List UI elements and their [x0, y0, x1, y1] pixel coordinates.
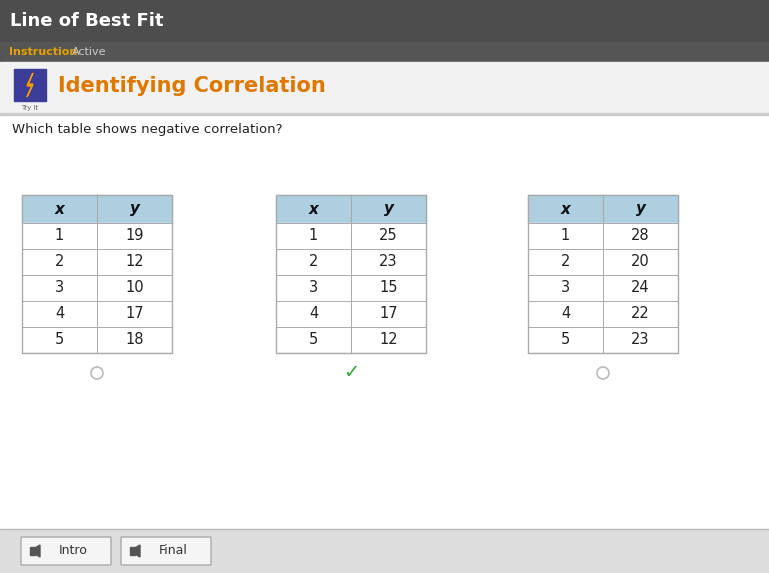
Text: 5: 5 [55, 332, 64, 347]
Text: ✓: ✓ [343, 363, 359, 383]
Text: 4: 4 [55, 307, 64, 321]
Text: 1: 1 [55, 229, 64, 244]
Text: Intro: Intro [58, 544, 88, 558]
Text: x: x [55, 202, 65, 217]
Bar [528, 301, 678, 327]
Polygon shape [135, 545, 140, 557]
Bar [276, 275, 426, 301]
Bar [528, 223, 678, 249]
Text: Instruction: Instruction [9, 47, 77, 57]
Polygon shape [30, 547, 35, 555]
Text: 12: 12 [125, 254, 144, 269]
Text: 2: 2 [561, 254, 570, 269]
Text: x: x [561, 202, 571, 217]
Text: Try It: Try It [22, 105, 38, 111]
Text: 10: 10 [125, 281, 144, 296]
Text: 23: 23 [379, 254, 398, 269]
Text: 5: 5 [309, 332, 318, 347]
Text: 17: 17 [125, 307, 144, 321]
Bar [276, 301, 426, 327]
Text: 20: 20 [631, 254, 650, 269]
Bar [14, 69, 46, 101]
Text: 3: 3 [561, 281, 570, 296]
Bar [528, 195, 678, 353]
Text: Final: Final [158, 544, 188, 558]
Text: Line of Best Fit: Line of Best Fit [10, 12, 164, 30]
Polygon shape [35, 545, 40, 557]
Bar [22, 223, 172, 249]
Bar [276, 223, 426, 249]
Text: 1: 1 [309, 229, 318, 244]
Bar [22, 195, 172, 353]
Text: 1: 1 [561, 229, 570, 244]
Polygon shape [130, 547, 135, 555]
Bar [0, 42, 769, 62]
Text: y: y [129, 202, 139, 217]
Text: 3: 3 [309, 281, 318, 296]
Text: 2: 2 [309, 254, 318, 269]
Polygon shape [27, 73, 33, 97]
Bar [276, 195, 426, 223]
Text: Identifying Correlation: Identifying Correlation [58, 76, 326, 96]
Bar [0, 114, 769, 573]
Text: 4: 4 [561, 307, 570, 321]
Bar [22, 249, 172, 275]
Text: 28: 28 [631, 229, 650, 244]
Text: y: y [384, 202, 394, 217]
Text: 23: 23 [631, 332, 650, 347]
Text: 18: 18 [125, 332, 144, 347]
Bar [0, 113, 769, 115]
Text: 15: 15 [379, 281, 398, 296]
Text: 2: 2 [55, 254, 64, 269]
Text: 5: 5 [561, 332, 570, 347]
Bar [22, 327, 172, 353]
Bar [276, 327, 426, 353]
Bar [276, 249, 426, 275]
Text: 17: 17 [379, 307, 398, 321]
Circle shape [91, 367, 103, 379]
Text: 12: 12 [379, 332, 398, 347]
Text: 19: 19 [125, 229, 144, 244]
Text: 24: 24 [631, 281, 650, 296]
Text: Which table shows negative correlation?: Which table shows negative correlation? [12, 124, 282, 136]
Bar [0, 62, 769, 114]
Text: 4: 4 [309, 307, 318, 321]
Text: x: x [308, 202, 318, 217]
Bar [0, 529, 769, 573]
Bar [276, 195, 426, 353]
Text: 3: 3 [55, 281, 64, 296]
Bar [528, 275, 678, 301]
Bar [22, 275, 172, 301]
FancyBboxPatch shape [21, 537, 111, 565]
Bar [22, 301, 172, 327]
Text: Active: Active [72, 47, 106, 57]
Bar [528, 195, 678, 223]
Text: y: y [635, 202, 645, 217]
Bar [528, 327, 678, 353]
Circle shape [597, 367, 609, 379]
Bar [0, 0, 769, 42]
Text: 22: 22 [631, 307, 650, 321]
FancyBboxPatch shape [121, 537, 211, 565]
Text: 25: 25 [379, 229, 398, 244]
Bar [528, 249, 678, 275]
Bar [22, 195, 172, 223]
